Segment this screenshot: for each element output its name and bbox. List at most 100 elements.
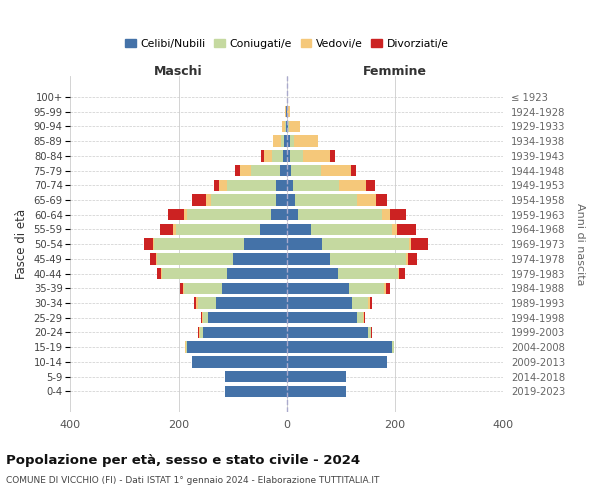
Bar bbox=[208, 312, 287, 324]
Bar bbox=[224, 386, 287, 397]
Bar bbox=[274, 136, 281, 147]
Bar bbox=[168, 209, 184, 220]
Bar bbox=[376, 194, 387, 206]
Bar bbox=[287, 312, 357, 324]
Bar bbox=[330, 253, 406, 264]
Bar bbox=[187, 342, 287, 353]
Bar bbox=[222, 282, 287, 294]
Bar bbox=[282, 120, 285, 132]
Bar bbox=[289, 120, 300, 132]
Bar bbox=[287, 253, 330, 264]
Bar bbox=[294, 136, 318, 147]
Bar bbox=[386, 282, 390, 294]
Bar bbox=[176, 224, 260, 235]
Bar bbox=[412, 238, 428, 250]
Bar bbox=[298, 209, 382, 220]
Bar bbox=[160, 224, 173, 235]
Bar bbox=[287, 165, 291, 176]
Bar bbox=[287, 268, 338, 280]
Bar bbox=[406, 253, 407, 264]
Bar bbox=[196, 298, 197, 309]
Bar bbox=[330, 150, 335, 162]
Bar bbox=[338, 268, 398, 280]
Bar bbox=[287, 298, 352, 309]
Bar bbox=[217, 298, 287, 309]
Bar bbox=[198, 326, 199, 338]
Bar bbox=[276, 194, 287, 206]
Legend: Celibi/Nubili, Coniugati/e, Vedovi/e, Divorziati/e: Celibi/Nubili, Coniugati/e, Vedovi/e, Di… bbox=[121, 34, 453, 53]
Bar bbox=[284, 136, 287, 147]
Bar bbox=[211, 194, 276, 206]
Bar bbox=[285, 120, 286, 132]
Bar bbox=[261, 150, 263, 162]
Bar bbox=[409, 238, 412, 250]
Bar bbox=[203, 326, 287, 338]
Bar bbox=[291, 165, 321, 176]
Bar bbox=[185, 342, 187, 353]
Bar bbox=[349, 282, 385, 294]
Bar bbox=[397, 224, 416, 235]
Bar bbox=[251, 165, 280, 176]
Bar bbox=[368, 298, 370, 309]
Bar bbox=[224, 371, 287, 382]
Bar bbox=[357, 312, 362, 324]
Bar bbox=[368, 326, 371, 338]
Bar bbox=[287, 386, 346, 397]
Bar bbox=[390, 209, 406, 220]
Bar bbox=[286, 120, 287, 132]
Bar bbox=[362, 312, 364, 324]
Bar bbox=[321, 165, 351, 176]
Text: Femmine: Femmine bbox=[363, 65, 427, 78]
Bar bbox=[352, 298, 368, 309]
Bar bbox=[157, 253, 233, 264]
Bar bbox=[219, 180, 227, 191]
Bar bbox=[203, 312, 208, 324]
Bar bbox=[288, 120, 289, 132]
Bar bbox=[351, 165, 356, 176]
Bar bbox=[183, 282, 184, 294]
Bar bbox=[157, 268, 161, 280]
Bar bbox=[287, 371, 346, 382]
Bar bbox=[285, 106, 286, 118]
Bar bbox=[364, 312, 365, 324]
Bar bbox=[151, 253, 156, 264]
Bar bbox=[214, 180, 219, 191]
Bar bbox=[227, 268, 287, 280]
Bar bbox=[287, 209, 298, 220]
Bar bbox=[184, 282, 222, 294]
Bar bbox=[263, 150, 272, 162]
Bar bbox=[152, 238, 154, 250]
Bar bbox=[192, 356, 287, 368]
Bar bbox=[240, 165, 251, 176]
Bar bbox=[187, 209, 271, 220]
Text: COMUNE DI VICCHIO (FI) - Dati ISTAT 1° gennaio 2024 - Elaborazione TUTTITALIA.IT: COMUNE DI VICCHIO (FI) - Dati ISTAT 1° g… bbox=[6, 476, 379, 485]
Bar bbox=[201, 312, 202, 324]
Bar bbox=[392, 224, 397, 235]
Bar bbox=[287, 282, 349, 294]
Bar bbox=[290, 136, 294, 147]
Bar bbox=[382, 209, 390, 220]
Bar bbox=[271, 209, 287, 220]
Bar bbox=[276, 180, 287, 191]
Bar bbox=[287, 150, 290, 162]
Bar bbox=[283, 150, 287, 162]
Y-axis label: Fasce di età: Fasce di età bbox=[15, 209, 28, 279]
Bar bbox=[287, 120, 288, 132]
Bar bbox=[287, 356, 387, 368]
Bar bbox=[173, 224, 176, 235]
Bar bbox=[194, 298, 196, 309]
Bar bbox=[202, 312, 203, 324]
Bar bbox=[293, 180, 340, 191]
Bar bbox=[367, 180, 374, 191]
Bar bbox=[290, 150, 303, 162]
Bar bbox=[287, 342, 392, 353]
Bar bbox=[287, 136, 290, 147]
Bar bbox=[385, 282, 386, 294]
Bar bbox=[287, 326, 368, 338]
Bar bbox=[287, 224, 311, 235]
Bar bbox=[156, 253, 157, 264]
Y-axis label: Anni di nascita: Anni di nascita bbox=[575, 203, 585, 285]
Bar bbox=[322, 238, 409, 250]
Bar bbox=[303, 150, 330, 162]
Bar bbox=[235, 165, 240, 176]
